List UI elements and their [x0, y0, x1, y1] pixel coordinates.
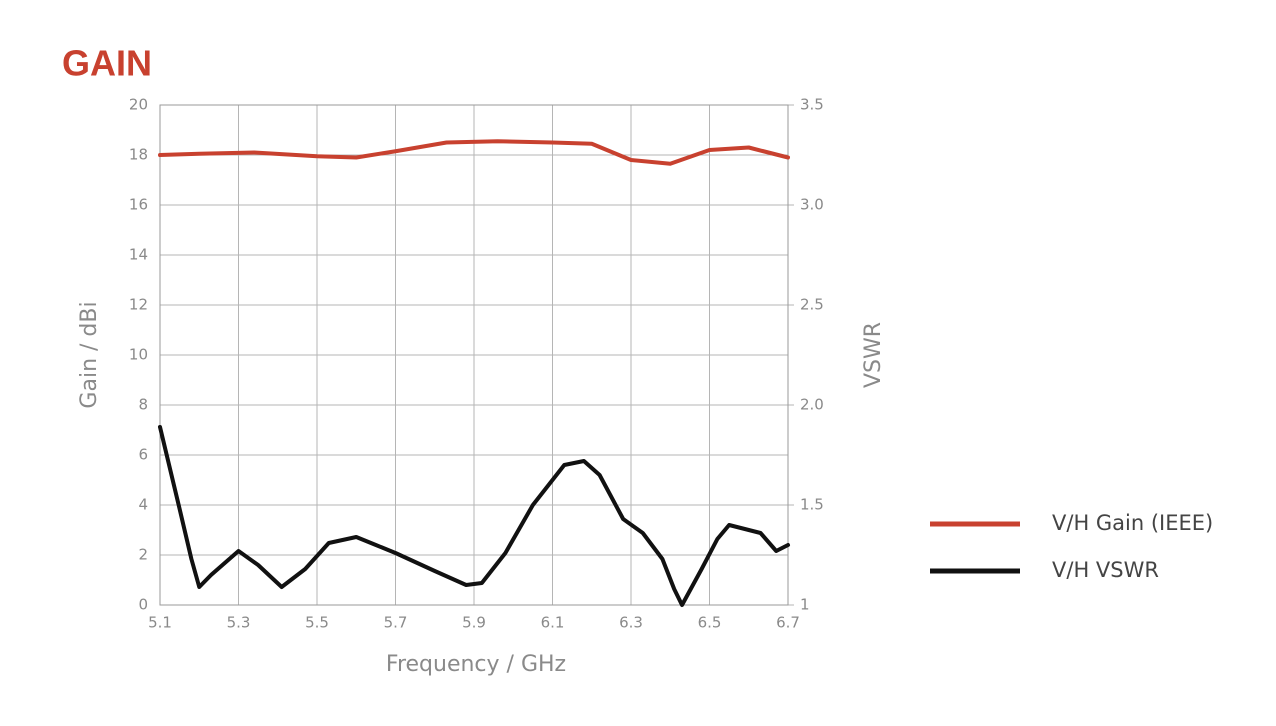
y-tick-label: 12 [129, 296, 148, 314]
x-tick-label: 6.1 [541, 614, 565, 632]
y-tick-label: 20 [129, 96, 148, 114]
y-tick-label: 8 [138, 396, 148, 414]
y2-tick-label: 1 [800, 596, 810, 614]
series-line [158, 425, 790, 607]
x-tick-label: 5.3 [227, 614, 251, 632]
x-axis-label: Frequency / GHz [386, 652, 566, 677]
x-tick-label: 5.9 [462, 614, 486, 632]
y-tick-label: 18 [129, 146, 148, 164]
y-tick-label: 2 [138, 546, 148, 564]
plot-frame [159, 104, 789, 606]
x-tick-label: 5.5 [305, 614, 329, 632]
y-tick-label: 4 [138, 496, 148, 514]
y2-tick-label: 2.5 [800, 296, 824, 314]
y2-axis-label: VSWR [861, 322, 886, 388]
y2-tick-label: 1.5 [800, 496, 824, 514]
y2-tick-label: 3.5 [800, 96, 824, 114]
legend-label: V/H Gain (IEEE) [1052, 511, 1213, 535]
y-tick-label: 0 [138, 596, 148, 614]
y-tick-label: 10 [129, 346, 148, 364]
x-tick-label: 6.5 [698, 614, 722, 632]
x-tick-label: 5.7 [384, 614, 408, 632]
y2-tick-label: 2.0 [800, 396, 824, 414]
legend-label: V/H VSWR [1052, 558, 1159, 582]
x-tick-label: 5.1 [148, 614, 172, 632]
y2-tick-label: 3.0 [800, 196, 824, 214]
x-tick-label: 6.3 [619, 614, 643, 632]
chart-title: GAIN [62, 43, 152, 84]
y-axis-label: Gain / dBi [77, 301, 102, 408]
y-tick-label: 6 [138, 446, 148, 464]
y-tick-label: 14 [129, 246, 148, 264]
x-tick-label: 6.7 [776, 614, 800, 632]
y-tick-label: 16 [129, 196, 148, 214]
series-line [158, 139, 790, 166]
